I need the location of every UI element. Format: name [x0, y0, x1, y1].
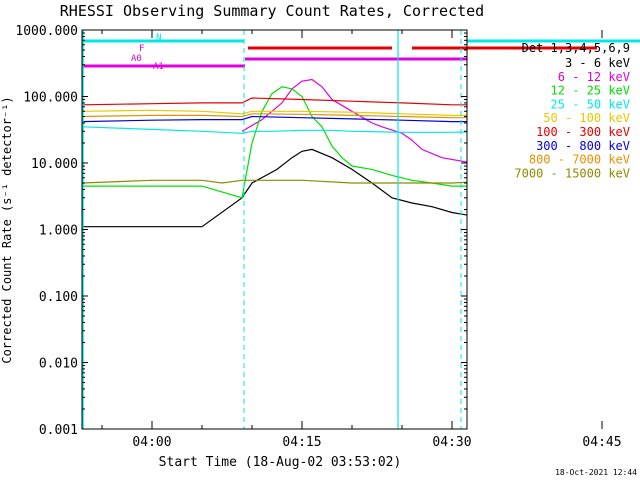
- legend-entry-9: 7000 - 15000 keV: [514, 166, 630, 180]
- series-line-4: [82, 126, 467, 134]
- legend-entry-2: 6 - 12 keV: [558, 70, 630, 84]
- flag-label-a1: A1: [153, 62, 164, 72]
- flag-label-a0: A0: [131, 54, 142, 64]
- series-line-1: [82, 148, 467, 228]
- legend-entry-7: 300 - 800 keV: [536, 139, 630, 153]
- legend-entry-4: 25 - 50 keV: [551, 97, 630, 111]
- legend-entry-5: 50 - 100 keV: [543, 111, 630, 125]
- legend-title: Det 1,3,4,5,6,9: [522, 41, 630, 55]
- series-line-9: [82, 179, 467, 184]
- y-tick-label: 1.000: [39, 224, 78, 239]
- flag-label-f: F: [139, 44, 144, 54]
- legend-entry-3: 12 - 25 keV: [551, 84, 630, 98]
- series-line-2: [241, 78, 467, 163]
- y-axis-label: Corrected Count Rate (s⁻¹ detector⁻¹): [0, 96, 14, 363]
- plot-frame: [81, 29, 468, 430]
- chart-title: RHESSI Observing Summary Count Rates, Co…: [60, 2, 484, 20]
- y-tick-label: 10.000: [31, 157, 78, 172]
- x-tick-label: 04:45: [582, 435, 621, 450]
- y-tick-label: 0.001: [39, 423, 78, 438]
- series-line-3: [82, 86, 467, 199]
- legend-entry-8: 800 - 7000 keV: [529, 153, 630, 167]
- plot-timestamp: 18-Oct-2021 12:44: [555, 468, 637, 477]
- x-tick-label: 04:00: [132, 435, 171, 450]
- flag-label-n: N: [156, 33, 161, 43]
- legend-entry-1: 3 - 6 keV: [565, 56, 630, 70]
- x-axis-label: Start Time (18-Aug-02 03:53:02): [159, 455, 402, 470]
- y-tick-label: 0.100: [39, 290, 78, 305]
- series-line-7: [82, 115, 467, 123]
- series-line-6: [82, 97, 467, 106]
- y-tick-label: 0.010: [39, 357, 78, 372]
- series-line-8: [82, 113, 467, 119]
- y-tick-label: 100.000: [23, 91, 78, 106]
- series-line-5: [82, 109, 467, 117]
- data-layer: [82, 78, 467, 228]
- x-tick-label: 04:30: [432, 435, 471, 450]
- x-tick-label: 04:15: [282, 435, 321, 450]
- legend-entry-6: 100 - 300 keV: [536, 125, 630, 139]
- y-tick-label: 1000.000: [15, 24, 78, 39]
- axis-layer: 1000.000 100.000 10.000 1.000 0.100 0.010 0.00…: [15, 24, 621, 450]
